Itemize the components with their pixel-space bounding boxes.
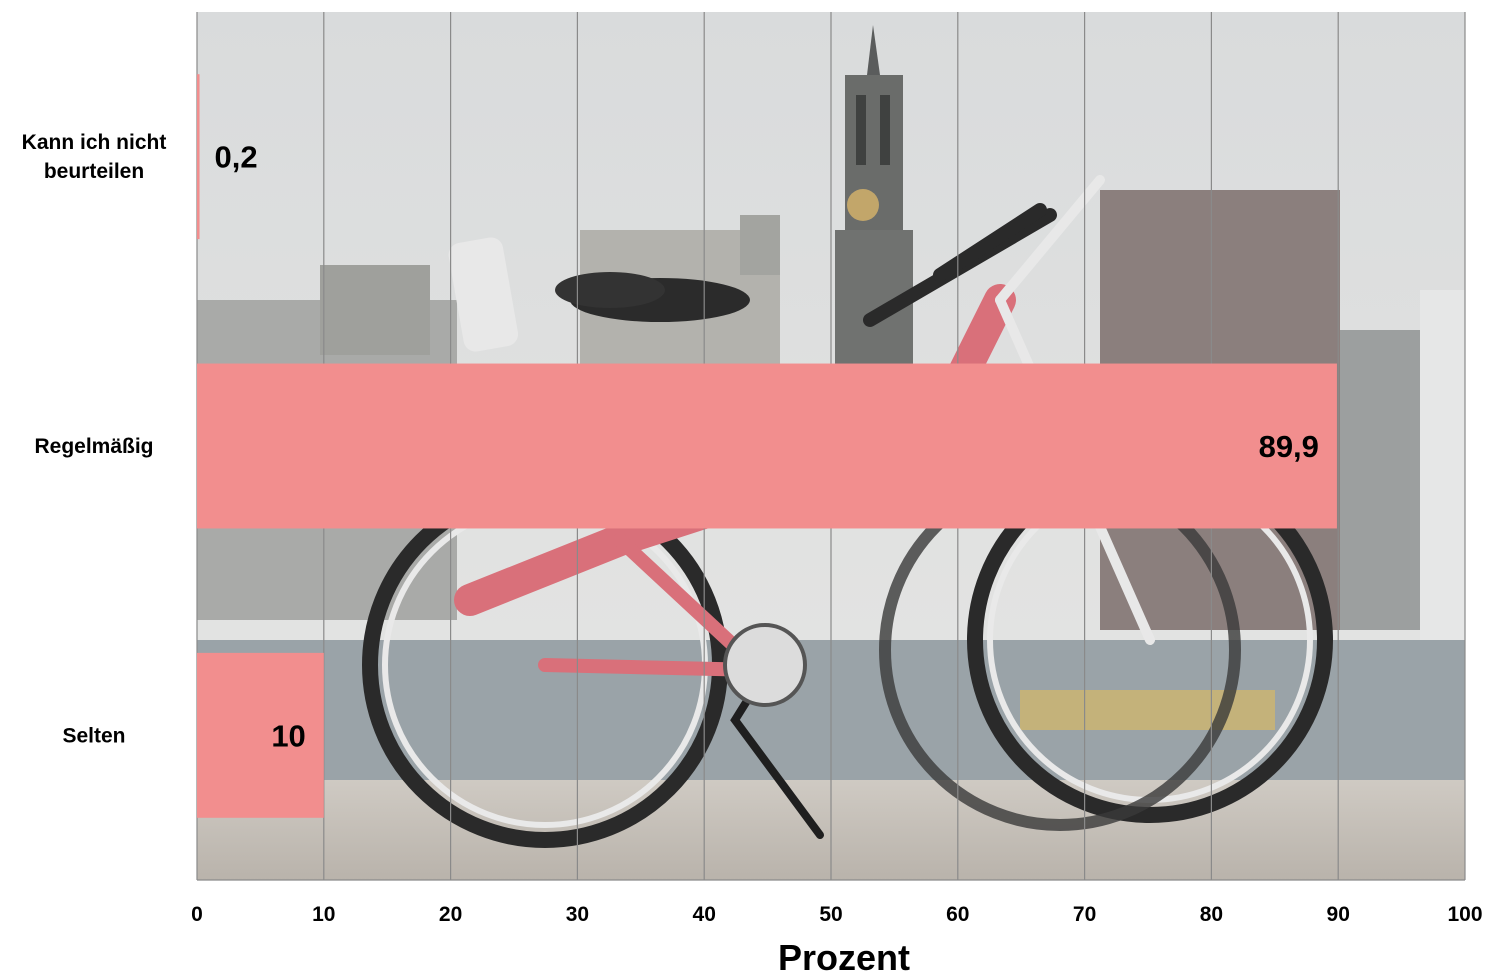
x-tick-label-10: 10 bbox=[312, 903, 335, 926]
category-label-3: Selten bbox=[62, 724, 125, 747]
category-label-line: beurteilen bbox=[44, 160, 144, 183]
category-label-line: Selten bbox=[62, 724, 125, 747]
x-tick-labels: 0 10 20 30 40 50 60 70 80 90 100 bbox=[191, 903, 1482, 926]
value-labels: 0,2 89,9 10 bbox=[215, 140, 1319, 754]
category-label-2: Regelmäßig bbox=[34, 435, 153, 458]
x-axis-title: Prozent bbox=[778, 937, 910, 975]
category-labels: Kann ich nicht beurteilen Regelmäßig Selten bbox=[22, 131, 167, 747]
x-tick-label-90: 90 bbox=[1327, 903, 1350, 926]
x-tick-label-60: 60 bbox=[946, 903, 969, 926]
x-tick-label-70: 70 bbox=[1073, 903, 1096, 926]
x-tick-label-0: 0 bbox=[191, 903, 203, 926]
category-label-1: Kann ich nicht beurteilen bbox=[22, 131, 167, 183]
x-tick-label-50: 50 bbox=[819, 903, 842, 926]
x-tick-label-40: 40 bbox=[693, 903, 716, 926]
bar-1 bbox=[197, 74, 200, 240]
bar-2 bbox=[197, 363, 1337, 529]
value-label-3: 10 bbox=[271, 718, 305, 753]
value-label-2: 89,9 bbox=[1259, 429, 1319, 464]
category-label-line: Regelmäßig bbox=[34, 435, 153, 458]
x-tick-label-100: 100 bbox=[1447, 903, 1482, 926]
bars bbox=[197, 74, 1337, 818]
x-tick-label-30: 30 bbox=[566, 903, 589, 926]
category-label-line: Kann ich nicht bbox=[22, 131, 167, 154]
x-tick-label-20: 20 bbox=[439, 903, 462, 926]
bar-3 bbox=[197, 652, 324, 818]
x-tick-label-80: 80 bbox=[1200, 903, 1223, 926]
value-label-1: 0,2 bbox=[215, 140, 258, 175]
